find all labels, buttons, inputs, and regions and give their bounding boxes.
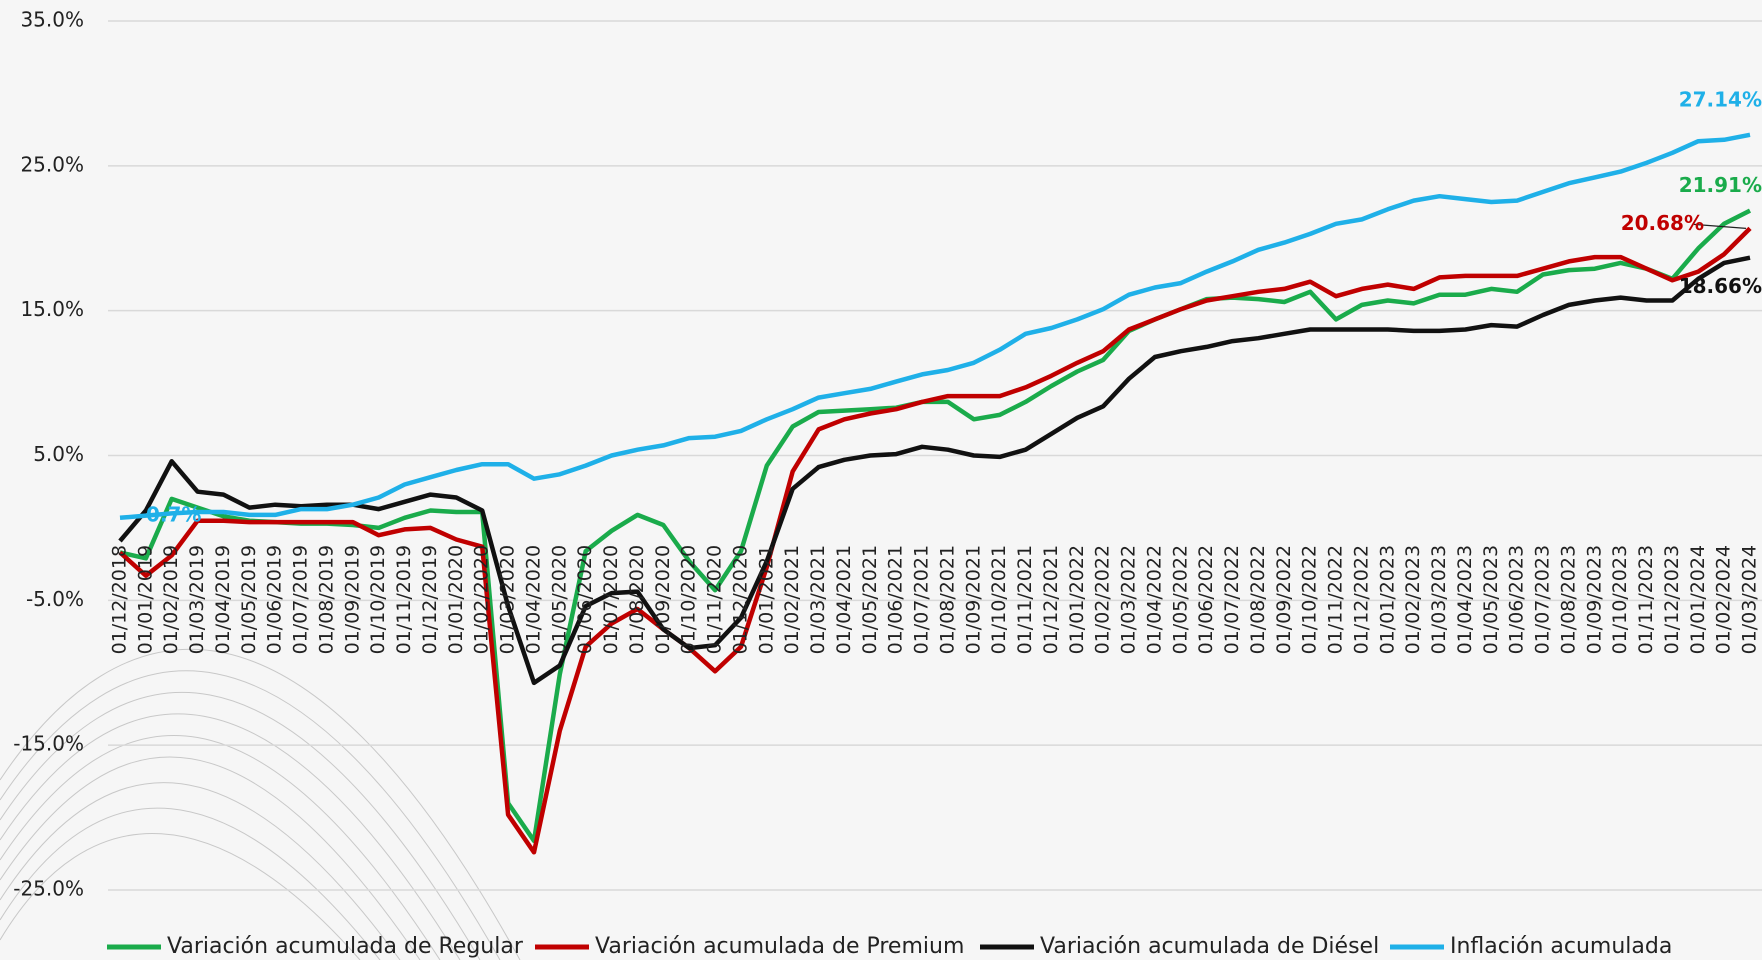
x-tick-label: 01/12/2019: [419, 545, 441, 655]
x-tick-label: 01/04/2020: [522, 545, 544, 655]
x-tick-label: 01/07/2019: [290, 545, 312, 655]
x-tick-label: 01/06/2021: [885, 545, 907, 655]
x-tick-label: 01/01/2022: [1066, 545, 1088, 655]
value-label: 21.91%: [1679, 173, 1762, 197]
legend-label: Inflación acumulada: [1450, 934, 1672, 959]
x-tick-label: 01/04/2021: [833, 545, 855, 655]
x-tick-label: 01/07/2023: [1532, 545, 1554, 655]
value-label: 18.66%: [1679, 274, 1762, 298]
x-tick-label: 01/10/2023: [1609, 545, 1631, 655]
x-tick-label: 01/08/2020: [626, 545, 648, 655]
decor-arc: [0, 832, 361, 960]
x-tick-label: 01/02/2023: [1402, 545, 1424, 655]
y-tick-label: -25.0%: [13, 877, 84, 901]
x-tick-label: 01/08/2022: [1247, 545, 1269, 655]
x-tick-label: 01/05/2019: [238, 545, 260, 655]
decor-arc: [0, 713, 461, 960]
x-tick-label: 01/07/2020: [600, 545, 622, 655]
decoration: [0, 648, 521, 960]
x-tick-label: 01/03/2024: [1739, 545, 1761, 655]
legend-label: Variación acumulada de Premium: [595, 934, 964, 959]
leader-line: [1693, 223, 1747, 229]
x-tick-label: 01/08/2019: [315, 545, 337, 655]
x-tick-label: 01/11/2022: [1325, 545, 1347, 655]
x-tick-label: 01/02/2019: [160, 545, 182, 655]
decor-arc: [0, 734, 441, 960]
y-tick-label: -15.0%: [13, 732, 84, 756]
x-tick-label: 01/03/2020: [497, 545, 519, 655]
x-tick-label: 01/07/2021: [911, 545, 933, 655]
series-line: [118, 226, 1752, 855]
x-tick-label: 01/01/2020: [445, 545, 467, 655]
x-tick-label: 01/10/2020: [678, 545, 700, 655]
x-tick-label: 01/06/2023: [1506, 545, 1528, 655]
x-tick-label: 01/09/2020: [652, 545, 674, 655]
x-tick-label: 01/02/2021: [781, 545, 803, 655]
x-tick-label: 01/05/2021: [859, 545, 881, 655]
x-tick-label: 01/12/2020: [729, 545, 751, 655]
x-tick-label: 01/02/2024: [1713, 545, 1735, 655]
x-tick-label: 01/04/2023: [1454, 545, 1476, 655]
x-tick-label: 01/02/2022: [1092, 545, 1114, 655]
x-tick-label: 01/01/2019: [134, 545, 156, 655]
x-tick-label: 01/11/2021: [1014, 545, 1036, 655]
x-tick-label: 01/03/2019: [186, 545, 208, 655]
x-tick-label: 01/03/2023: [1428, 545, 1450, 655]
decor-arc: [0, 648, 521, 960]
decor-arc: [0, 807, 381, 960]
decor-arc: [0, 670, 501, 960]
x-tick-label: 01/11/2020: [704, 545, 726, 655]
series-line: [119, 208, 1752, 844]
legend-label: Variación acumulada de Regular: [167, 934, 524, 959]
decor-arc: [0, 782, 401, 960]
x-tick-label: 01/09/2023: [1583, 545, 1605, 655]
y-tick-label: 35.0%: [20, 8, 84, 32]
x-tick-label: 01/05/2022: [1169, 545, 1191, 655]
x-tick-label: 01/04/2019: [212, 545, 234, 655]
y-tick-label: 15.0%: [20, 297, 84, 321]
x-tick-label: 01/03/2022: [1118, 545, 1140, 655]
x-tick-label: 01/06/2020: [574, 545, 596, 655]
x-tick-label: 01/04/2022: [1143, 545, 1165, 655]
x-tick-label: 01/12/2022: [1350, 545, 1372, 655]
decor-arc: [0, 756, 421, 960]
x-tick-label: 01/08/2021: [936, 545, 958, 655]
series-line: [118, 255, 1751, 686]
x-tick-label: 01/09/2022: [1273, 545, 1295, 655]
x-tick-label: 01/05/2023: [1480, 545, 1502, 655]
x-tick-label: 01/05/2020: [548, 545, 570, 655]
x-tick-label: 01/03/2021: [807, 545, 829, 655]
value-label: 0.7%: [146, 502, 201, 526]
x-tick-label: 01/10/2022: [1299, 545, 1321, 655]
value-label: 20.68%: [1621, 211, 1704, 235]
x-tick-label: 01/01/2023: [1376, 545, 1398, 655]
x-tick-label: 01/09/2021: [962, 545, 984, 655]
x-tick-label: 01/11/2019: [393, 545, 415, 655]
x-tick-label: 01/12/2018: [109, 545, 131, 655]
x-tick-label: 01/01/2021: [755, 545, 777, 655]
x-tick-label: 01/01/2024: [1687, 545, 1709, 655]
x-tick-label: 01/12/2023: [1661, 545, 1683, 655]
x-tick-label: 01/10/2021: [988, 545, 1010, 655]
x-tick-label: 01/09/2019: [341, 545, 363, 655]
x-tick-label: 01/08/2023: [1557, 545, 1579, 655]
x-tick-label: 01/10/2019: [367, 545, 389, 655]
y-tick-label: 5.0%: [33, 442, 84, 466]
series-line: [119, 132, 1751, 521]
x-tick-label: 01/02/2020: [471, 545, 493, 655]
x-tick-label: 01/06/2019: [264, 545, 286, 655]
legend-label: Variación acumulada de Diésel: [1040, 934, 1379, 959]
x-tick-label: 01/11/2023: [1635, 545, 1657, 655]
x-tick-label: 01/12/2021: [1040, 545, 1062, 655]
x-tick-label: 01/07/2022: [1221, 545, 1243, 655]
y-tick-label: -5.0%: [26, 587, 84, 611]
value-label: 27.14%: [1679, 87, 1762, 111]
y-tick-label: 25.0%: [20, 152, 84, 176]
x-tick-label: 01/06/2022: [1195, 545, 1217, 655]
decor-arc: [0, 691, 481, 960]
